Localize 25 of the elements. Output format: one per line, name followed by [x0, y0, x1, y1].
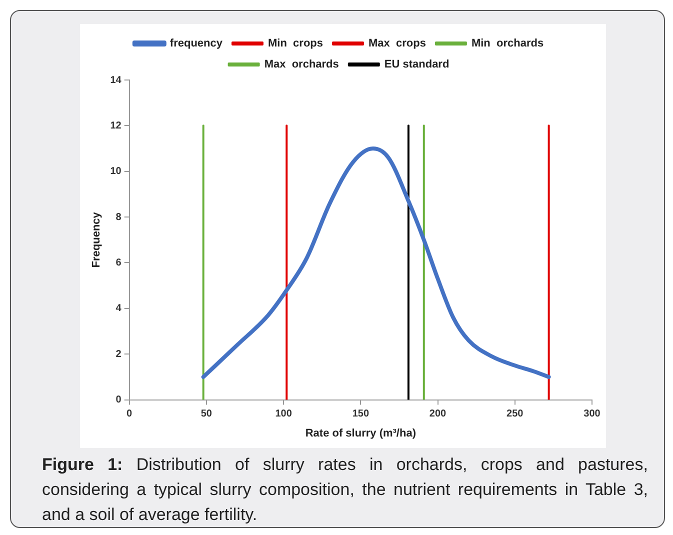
- y-tick-label: 0: [116, 394, 122, 406]
- x-tick-label: 250: [506, 408, 524, 420]
- caption: Figure 1: Distribution of slurry rates in orchards, crops and pastures, considering a typical slurry composition, the nutrient requirements in Table 3, and a soil of average fertility.: [42, 454, 648, 526]
- legend-label: Max orchards: [264, 58, 339, 71]
- x-tick-label: 50: [200, 408, 212, 420]
- x-tick-label: 300: [584, 408, 601, 420]
- y-axis-title: Frequency: [90, 211, 103, 268]
- y-tick-label: 12: [110, 120, 122, 132]
- legend-label: EU standard: [384, 58, 450, 71]
- y-tick-label: 8: [116, 212, 122, 223]
- legend-label: frequency: [170, 38, 224, 50]
- legend-label: Min crops: [268, 38, 324, 50]
- x-tick-label: 150: [352, 408, 370, 420]
- line-series: [201, 146, 551, 379]
- y-tick-label: 14: [110, 74, 122, 86]
- legend-label: Max crops: [368, 38, 426, 50]
- x-tick-label: 0: [126, 408, 133, 420]
- x-tick-label: 100: [275, 408, 292, 420]
- x-axis-title: Rate of slurry (m³/ha): [305, 427, 416, 440]
- y-tick-label: 2: [116, 348, 122, 360]
- y-tick-label: 6: [116, 257, 122, 268]
- x-tick-label: 200: [429, 408, 447, 420]
- legend-label: Min orchards: [471, 38, 544, 50]
- y-tick-label: 4: [116, 303, 122, 314]
- y-tick-label: 10: [110, 166, 122, 178]
